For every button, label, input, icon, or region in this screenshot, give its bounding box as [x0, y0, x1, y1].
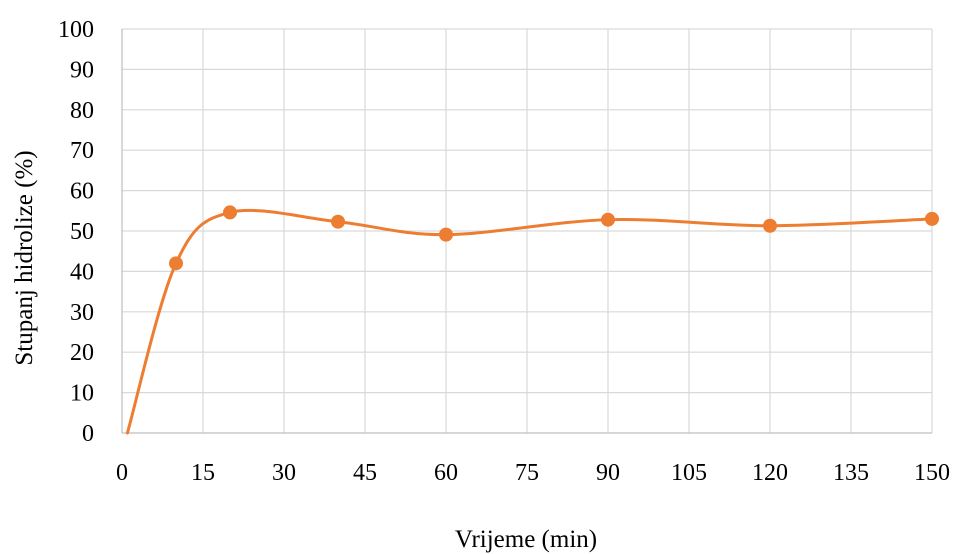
y-tick-label: 30: [70, 300, 94, 326]
series-layer: [125, 205, 939, 435]
data-point: [763, 218, 777, 233]
y-tick-label: 90: [70, 57, 94, 83]
x-tick-label: 75: [515, 460, 539, 486]
x-tick-label: 135: [833, 460, 869, 486]
x-tick-label: 120: [752, 460, 788, 486]
y-tick-label: 40: [70, 259, 94, 285]
data-point: [223, 205, 237, 220]
x-tick-label: 150: [914, 460, 950, 486]
tick-labels: 0 10 20 30 40 50 60 70 80 90 100 0 15 30 45 60 75 90 105 12…: [58, 17, 950, 486]
data-point: [169, 256, 183, 271]
x-axis-title: Vrijeme (min): [455, 526, 597, 553]
axes: [121, 29, 932, 434]
data-point: [331, 214, 345, 229]
y-tick-label: 10: [70, 381, 94, 407]
x-tick-label: 105: [671, 460, 707, 486]
y-tick-label: 20: [70, 340, 94, 366]
x-tick-label: 45: [353, 460, 377, 486]
y-tick-label: 50: [70, 219, 94, 245]
x-tick-label: 90: [596, 460, 620, 486]
series-line: [125, 208, 934, 435]
data-point: [601, 212, 615, 227]
y-tick-label: 60: [70, 179, 94, 205]
y-axis-title: Stupanj hidrolize (%): [11, 150, 38, 365]
data-point: [925, 211, 939, 226]
gridlines: [122, 28, 933, 433]
y-tick-label: 0: [82, 421, 94, 447]
data-point: [439, 227, 453, 242]
y-tick-label: 70: [70, 138, 94, 164]
x-tick-label: 60: [434, 460, 458, 486]
y-tick-label: 80: [70, 98, 94, 124]
y-tick-label: 100: [58, 17, 94, 43]
x-tick-label: 0: [116, 460, 128, 486]
x-tick-label: 15: [191, 460, 215, 486]
x-tick-label: 30: [272, 460, 296, 486]
